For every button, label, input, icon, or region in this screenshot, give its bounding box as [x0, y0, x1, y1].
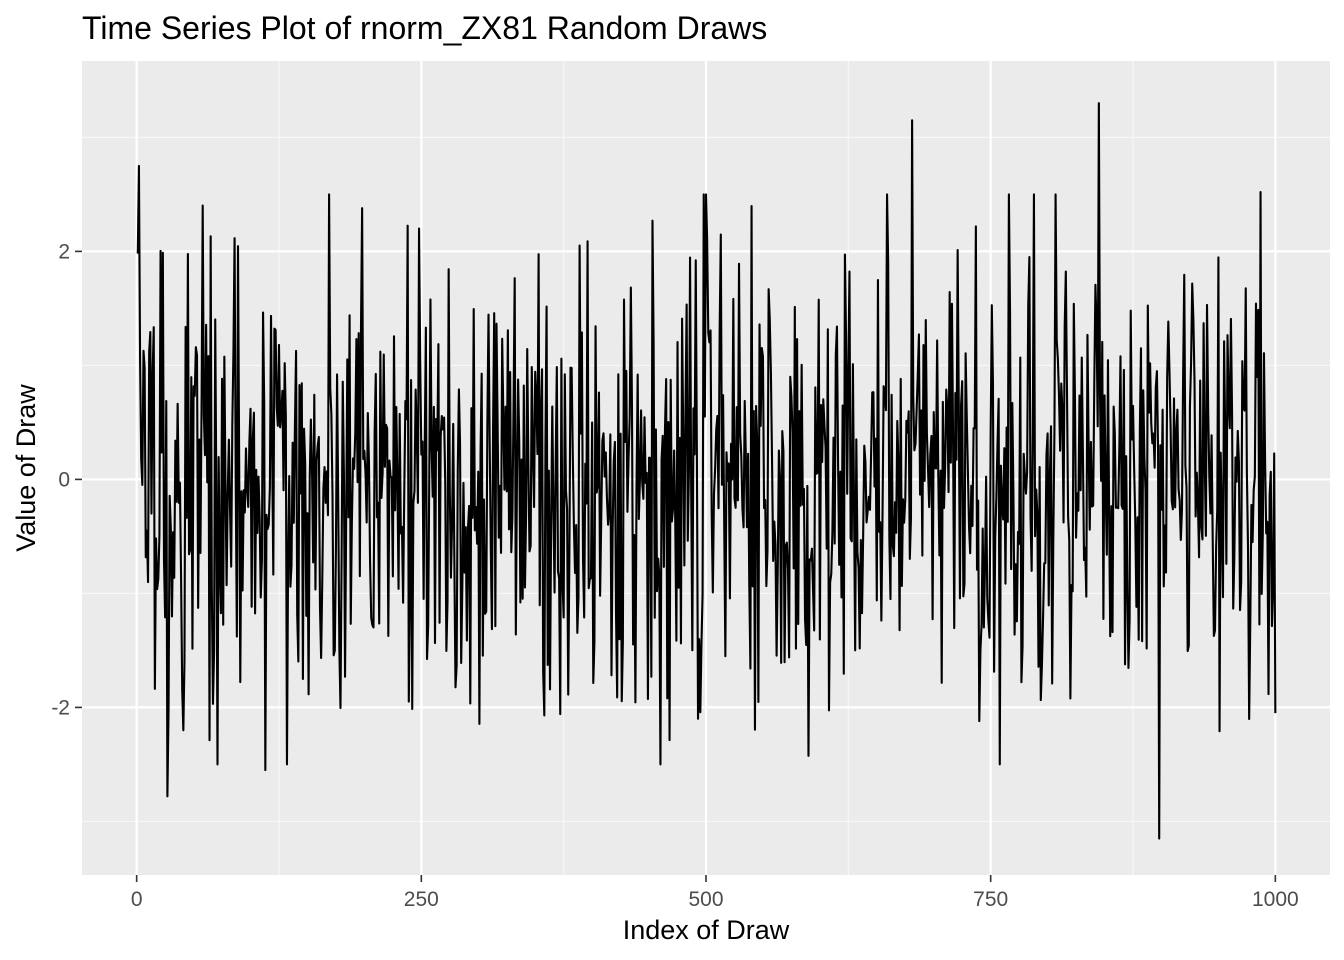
series-line: [136, 102, 1277, 840]
y-axis-label: Value of Draw: [11, 384, 41, 552]
y-tick-label: 0: [58, 468, 70, 491]
x-tick-label: 250: [404, 888, 439, 911]
y-tick-label: 2: [58, 240, 70, 263]
y-tick-label: -2: [51, 696, 70, 719]
x-tick-label: 500: [688, 888, 723, 911]
x-axis: 0 250 500 750 1000: [131, 875, 1299, 911]
x-tick-label: 750: [973, 888, 1008, 911]
y-axis: -2 0 2: [51, 240, 82, 719]
data-series: [136, 102, 1277, 840]
x-tick-label: 1000: [1252, 888, 1299, 911]
chart-title: Time Series Plot of rnorm_ZX81 Random Dr…: [82, 10, 767, 46]
x-tick-label: 0: [131, 888, 143, 911]
x-axis-label: Index of Draw: [623, 915, 790, 945]
